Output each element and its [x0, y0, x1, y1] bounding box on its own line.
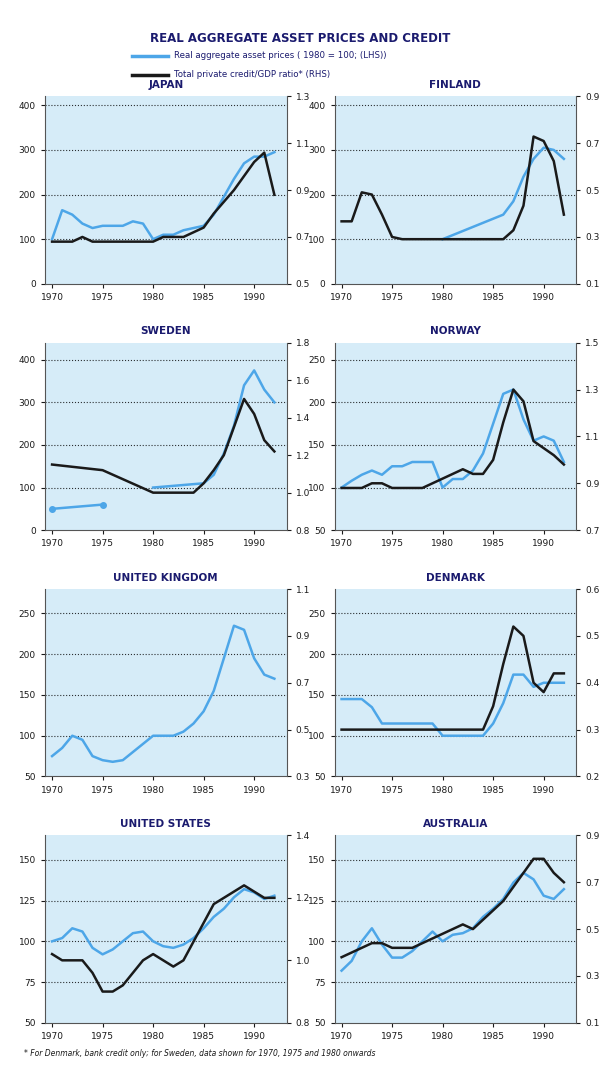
Text: JAPAN: JAPAN	[148, 80, 184, 90]
Text: UNITED STATES: UNITED STATES	[121, 819, 211, 829]
Text: SWEDEN: SWEDEN	[140, 327, 191, 336]
Text: UNITED KINGDOM: UNITED KINGDOM	[113, 573, 218, 583]
Text: FINLAND: FINLAND	[430, 80, 481, 90]
Text: REAL AGGREGATE ASSET PRICES AND CREDIT: REAL AGGREGATE ASSET PRICES AND CREDIT	[150, 32, 450, 45]
Text: DENMARK: DENMARK	[426, 573, 485, 583]
Text: AUSTRALIA: AUSTRALIA	[422, 819, 488, 829]
Text: * For Denmark, bank credit only; for Sweden, data shown for 1970, 1975 and 1980 : * For Denmark, bank credit only; for Swe…	[24, 1050, 376, 1058]
Text: Total private credit/GDP ratio* (RHS): Total private credit/GDP ratio* (RHS)	[174, 71, 330, 79]
Text: Real aggregate asset prices ( 1980 = 100; (LHS)): Real aggregate asset prices ( 1980 = 100…	[174, 51, 386, 60]
Text: NORWAY: NORWAY	[430, 327, 481, 336]
